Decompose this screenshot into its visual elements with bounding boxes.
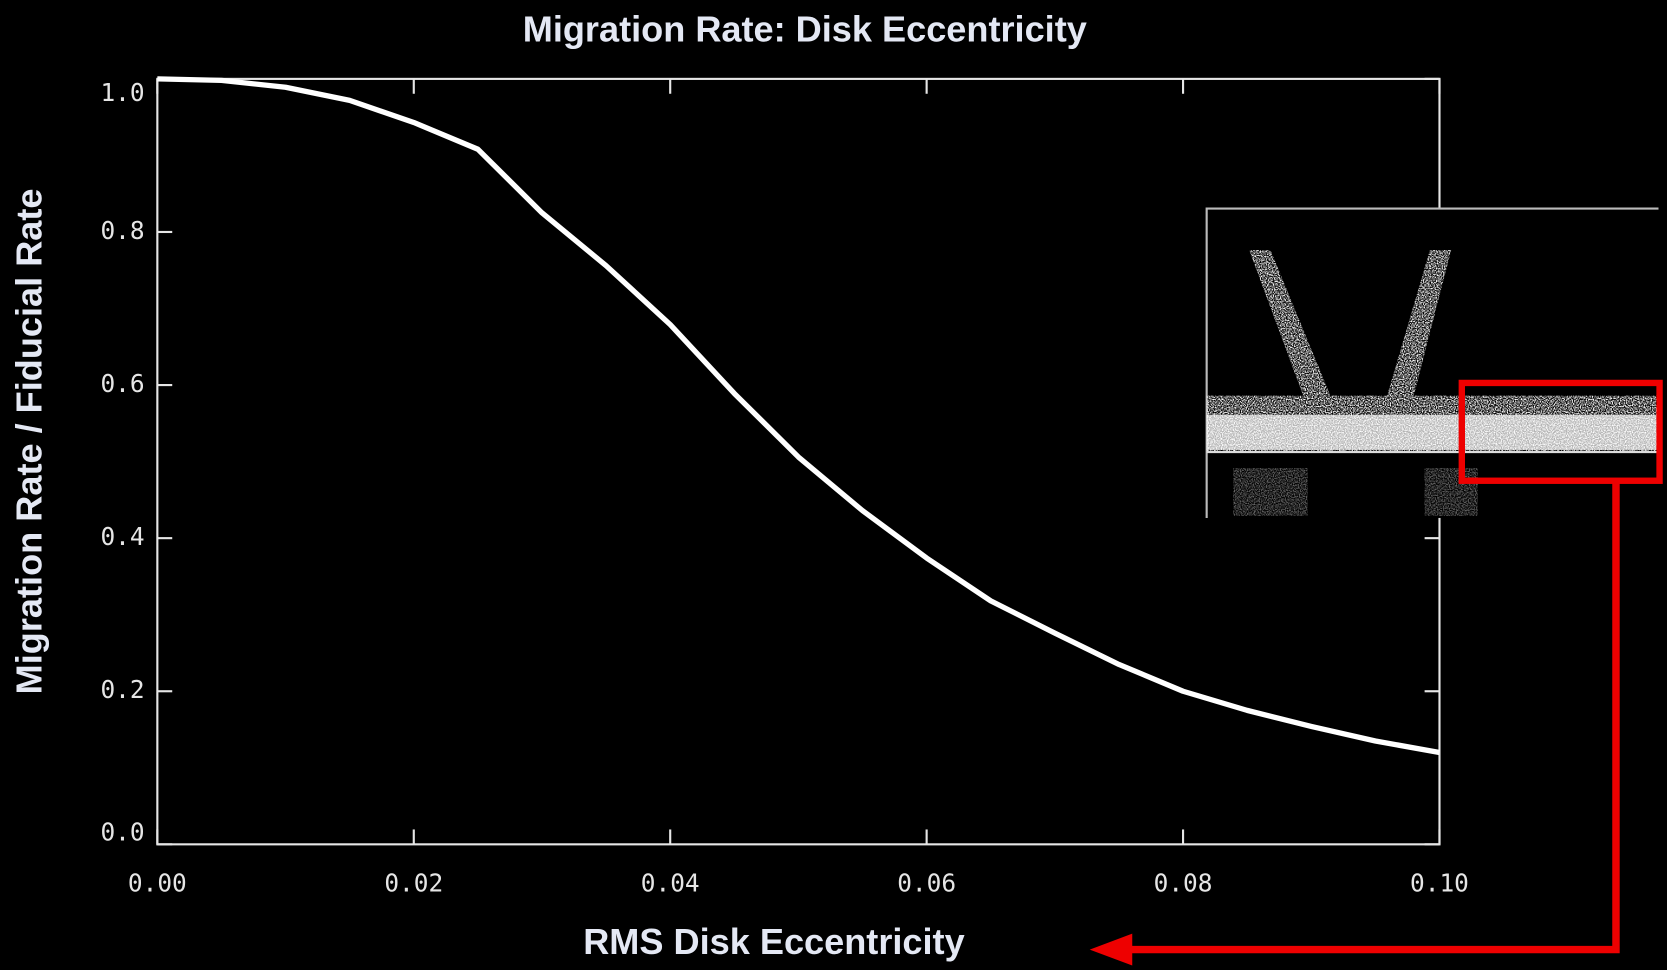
x-tick-label: 0.06 (897, 869, 956, 898)
y-tick-label: 0.0 (100, 818, 144, 847)
y-tick-label: 0.6 (100, 369, 144, 398)
highlight-box (1458, 379, 1663, 484)
x-tick-label: 0.00 (128, 869, 187, 898)
y-tick-label: 0.4 (100, 522, 144, 551)
inset-band (1206, 414, 1659, 450)
chart-title: Migration Rate: Disk Eccentricity (523, 9, 1087, 50)
x-tick-label: 0.08 (1154, 869, 1213, 898)
x-tick-label: 0.10 (1410, 869, 1469, 898)
y-axis-label: Migration Rate / Fiducial Rate (8, 188, 49, 694)
y-tick-label: 0.8 (100, 216, 144, 245)
y-tick-label: 0.2 (100, 675, 144, 704)
data-line (157, 76, 1440, 756)
x-tick-label: 0.04 (641, 869, 700, 898)
marks: 0.00 0.02 0.04 0.06 0.08 0.10 0.0 0.2 0.4 0.6 0.8 1… (100, 76, 1469, 898)
x-tick-label: 0.02 (384, 869, 443, 898)
inset (1205, 207, 1659, 518)
arrow-line (1126, 478, 1620, 954)
y-tick-label: 1.0 (100, 78, 144, 107)
arrow-head (1089, 933, 1133, 966)
x-axis-label: RMS Disk Eccentricity (583, 921, 964, 962)
